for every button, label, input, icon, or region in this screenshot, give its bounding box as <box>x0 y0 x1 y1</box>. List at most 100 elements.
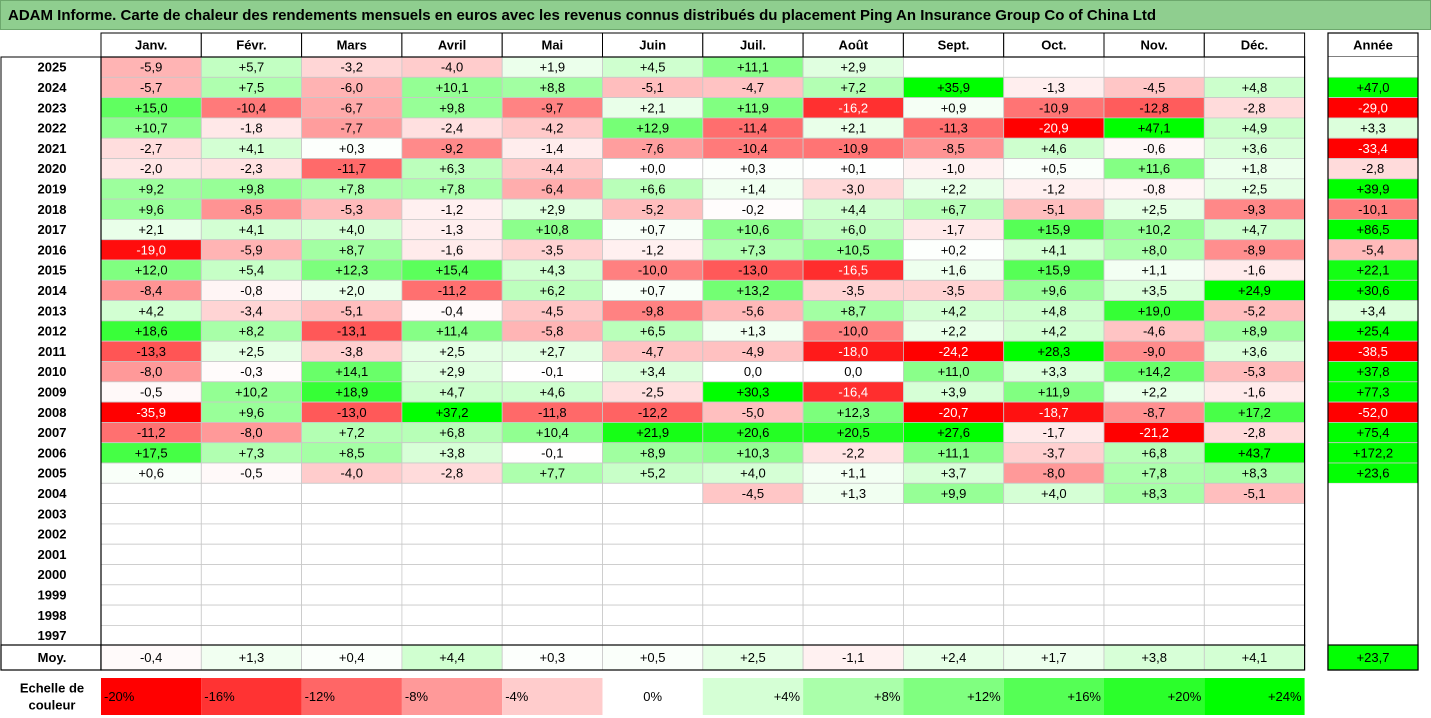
heatmap-cell-value: -9,7 <box>541 100 563 115</box>
heatmap-cell-value: +10,2 <box>235 384 268 399</box>
year-label: 2004 <box>38 486 68 501</box>
heatmap-cell <box>602 625 704 647</box>
heatmap-cell-value: +0,3 <box>740 161 766 176</box>
heatmap-cell-value: +4,5 <box>640 60 666 75</box>
year-label: 2003 <box>38 506 67 521</box>
annual-cell <box>1328 57 1418 78</box>
heatmap-cell <box>1203 523 1306 545</box>
heatmap-cell-value: +21,9 <box>636 425 669 440</box>
year-label: 2011 <box>38 344 66 359</box>
heatmap-cell-value: +14,2 <box>1138 364 1171 379</box>
heatmap-cell-value: +2,2 <box>1141 384 1167 399</box>
heatmap-cell <box>301 543 403 565</box>
color-scale-swatch <box>803 678 904 715</box>
heatmap-cell-value: +15,4 <box>436 263 469 278</box>
color-scale-value: +20% <box>1168 689 1202 704</box>
heatmap-cell-value: -7,7 <box>341 121 363 136</box>
annual-cell-value: +172,2 <box>1353 445 1393 460</box>
heatmap-cell-value: +0,7 <box>640 222 666 237</box>
average-cell <box>200 644 303 671</box>
average-cell-value: +2,5 <box>740 650 766 665</box>
heatmap-cell-value: -4,7 <box>742 80 764 95</box>
heatmap-cell-value: +5,7 <box>239 60 265 75</box>
heatmap-cell-value: -8,0 <box>140 364 162 379</box>
heatmap-cell <box>1203 564 1306 586</box>
heatmap-cell-value: +2,9 <box>439 364 465 379</box>
heatmap-cell <box>903 625 1005 647</box>
heatmap-cell-value: +1,6 <box>941 263 967 278</box>
heatmap-cell <box>501 503 603 525</box>
heatmap-cell-value: -4,4 <box>541 161 563 176</box>
heatmap-cell <box>401 503 503 525</box>
heatmap-cell-value: -8,0 <box>240 425 262 440</box>
year-label: 2010 <box>38 364 67 379</box>
heatmap-cell-value: +3,6 <box>1242 344 1268 359</box>
heatmap-cell <box>903 604 1005 626</box>
month-header: Juin <box>639 38 666 53</box>
heatmap-cell-value: +18,9 <box>335 384 368 399</box>
heatmap-cell-value: +0,9 <box>941 100 967 115</box>
heatmap-cell-value: +15,9 <box>1037 222 1070 237</box>
heatmap-cell-value: +6,3 <box>439 161 465 176</box>
heatmap-cell-value: +15,0 <box>135 100 168 115</box>
heatmap-cell-value: -11,7 <box>337 161 366 176</box>
annual-cell-value: +47,0 <box>1357 80 1390 95</box>
heatmap-cell <box>401 482 503 504</box>
heatmap-cell-value: -5,3 <box>341 202 363 217</box>
heatmap-cell-value: +17,2 <box>1238 405 1271 420</box>
heatmap-cell-value: +1,4 <box>740 181 766 196</box>
heatmap-cell <box>301 604 403 626</box>
heatmap-cell-value: -2,3 <box>240 161 262 176</box>
heatmap-cell-value: +2,1 <box>840 121 866 136</box>
heatmap-cell <box>602 503 704 525</box>
year-label: 2007 <box>38 425 67 440</box>
heatmap-cell <box>702 543 804 565</box>
heatmap-cell-value: +6,2 <box>540 283 566 298</box>
heatmap-cell-value: -10,9 <box>1039 100 1069 115</box>
year-column-header: Année <box>1353 38 1393 53</box>
heatmap-cell <box>602 564 704 586</box>
heatmap-cell <box>702 503 804 525</box>
heatmap-cell-value: -2,5 <box>641 384 663 399</box>
heatmap-cell <box>702 584 804 606</box>
average-cell-value: +0,3 <box>540 650 566 665</box>
heatmap-cell-value: -3,2 <box>341 60 363 75</box>
heatmap-cell <box>501 584 603 606</box>
heatmap-cell-value: +24,9 <box>1238 283 1271 298</box>
heatmap-cell-value: -16,2 <box>838 100 868 115</box>
heatmap-cell <box>200 604 303 626</box>
annual-cell <box>1328 544 1418 565</box>
heatmap-cell-value: +11,1 <box>938 445 970 460</box>
heatmap-cell-value: +2,1 <box>138 222 164 237</box>
average-cell-value: +4,4 <box>439 650 465 665</box>
annual-cell-value: -10,1 <box>1358 202 1388 217</box>
color-scale-value: -8% <box>405 689 429 704</box>
heatmap-cell-value: -3,4 <box>240 303 262 318</box>
color-scale-value: 0% <box>643 689 662 704</box>
heatmap-cell-value: +11,6 <box>1138 161 1170 176</box>
heatmap-cell-value: -3,5 <box>842 283 864 298</box>
heatmap-cell-value: +8,5 <box>339 445 365 460</box>
heatmap-cell <box>1203 584 1306 606</box>
heatmap-cell-value: -6,0 <box>341 80 363 95</box>
average-cell <box>100 644 202 671</box>
heatmap-cell-value: -1,6 <box>1243 263 1265 278</box>
heatmap-cell-value: +4,1 <box>239 141 265 156</box>
heatmap-cell-value: +6,8 <box>1141 445 1167 460</box>
heatmap-cell-value: +12,3 <box>335 263 368 278</box>
year-label: 2009 <box>38 384 67 399</box>
heatmap-cell-value: +30,3 <box>736 384 769 399</box>
heatmap-cell-value: -0,5 <box>240 466 262 481</box>
month-header-cell <box>802 32 904 58</box>
heatmap-cell <box>802 523 904 545</box>
heatmap-cell-value: -5,3 <box>1243 364 1265 379</box>
heatmap-cell <box>602 543 704 565</box>
heatmap-cell-value: -2,8 <box>441 466 463 481</box>
heatmap-cell <box>501 482 603 504</box>
heatmap-cell <box>100 543 202 565</box>
heatmap-cell <box>602 584 704 606</box>
color-scale-swatch <box>1204 678 1305 715</box>
average-cell-value: +1,7 <box>1041 650 1067 665</box>
heatmap-cell-value: +4,9 <box>1242 121 1268 136</box>
heatmap-cell-value: -4,2 <box>541 121 563 136</box>
